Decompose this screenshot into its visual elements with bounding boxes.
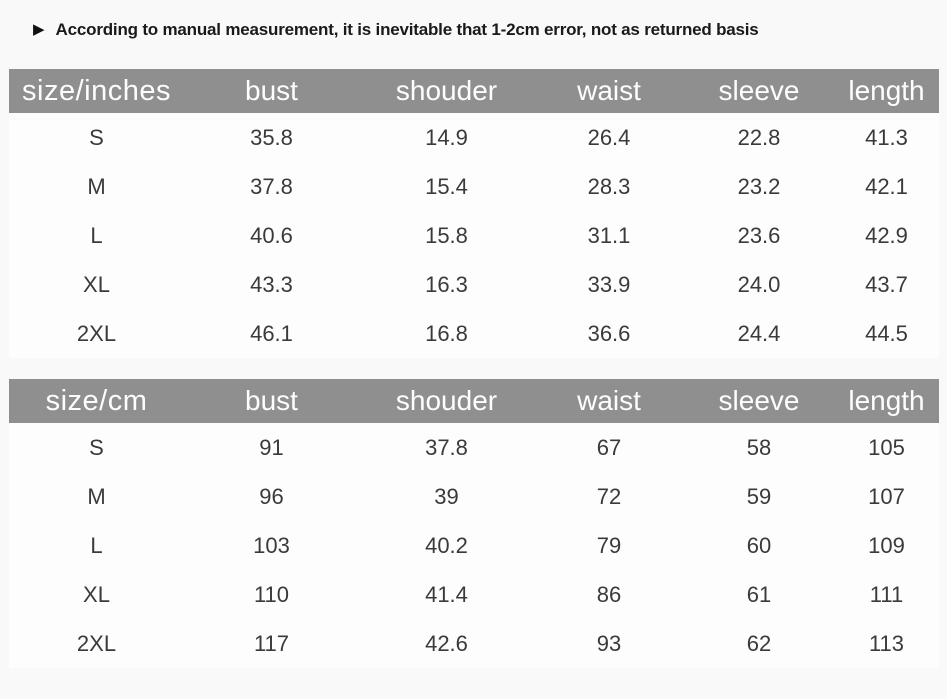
value-cell: 111: [869, 581, 904, 607]
value-cell: 28.3: [587, 173, 631, 199]
table-row: L 40.6 15.8 31.1 23.6 42.9: [9, 211, 939, 260]
value-cell: 41.3: [865, 124, 908, 150]
table-row: 2XL 117 42.6 93 62 113: [9, 619, 939, 668]
value-cell: 23.2: [737, 173, 781, 199]
size-cell: 2XL: [76, 630, 117, 656]
value-cell: 37.8: [250, 173, 293, 199]
value-cell: 42.9: [865, 222, 908, 248]
value-cell: 86: [596, 581, 622, 607]
value-cell: 103: [253, 532, 290, 558]
table-row: M 96 39 72 59 107: [9, 472, 939, 521]
value-cell: 62: [746, 630, 772, 656]
size-cell: M: [87, 173, 106, 199]
value-cell: 36.6: [587, 320, 631, 346]
value-cell: 14.9: [425, 124, 468, 150]
value-cell: 23.6: [737, 222, 781, 248]
column-header-cell: shouder: [395, 385, 498, 416]
table-header-row: size/inches bust shouder waist sleeve length: [9, 69, 939, 113]
column-header-cell: length: [848, 385, 925, 416]
notice-text: According to manual measurement, it is i…: [55, 20, 759, 39]
measurement-notice: ▶ According to manual measurement, it is…: [0, 0, 947, 41]
value-cell: 26.4: [587, 124, 631, 150]
value-cell: 42.6: [425, 630, 468, 656]
column-header-cell: length: [848, 75, 925, 106]
value-cell: 22.8: [737, 124, 781, 150]
value-cell: 79: [596, 532, 622, 558]
size-cell: L: [90, 532, 103, 558]
value-cell: 37.8: [425, 434, 468, 460]
value-cell: 24.0: [737, 271, 781, 297]
value-cell: 42.1: [865, 173, 908, 199]
column-header-cell: waist: [577, 75, 641, 106]
value-cell: 16.3: [425, 271, 468, 297]
column-header-cell: waist: [577, 385, 641, 416]
value-cell: 91: [259, 434, 284, 460]
unit-header-cell: size/inches: [22, 74, 171, 107]
table-row: XL 43.3 16.3 33.9 24.0 43.7: [9, 260, 939, 309]
value-cell: 43.3: [250, 271, 293, 297]
column-header-cell: sleeve: [718, 385, 800, 416]
table-row: L 103 40.2 79 60 109: [9, 521, 939, 570]
value-cell: 107: [868, 483, 905, 509]
size-cell: L: [90, 222, 103, 248]
table-row: 2XL 46.1 16.8 36.6 24.4 44.5: [9, 309, 939, 358]
value-cell: 58: [746, 434, 772, 460]
value-cell: 46.1: [250, 320, 293, 346]
value-cell: 16.8: [425, 320, 468, 346]
value-cell: 40.2: [425, 532, 468, 558]
play-arrow-icon: ▶: [33, 21, 45, 38]
value-cell: 113: [868, 630, 905, 656]
value-cell: 15.8: [425, 222, 468, 248]
size-table-inches: size/inches bust shouder waist sleeve length S…: [9, 69, 939, 358]
value-cell: 110: [253, 581, 290, 607]
table-row: S 35.8 14.9 26.4 22.8 41.3: [9, 113, 939, 162]
value-cell: 93: [596, 630, 622, 656]
table-header-row: size/cm bust shouder waist sleeve length: [9, 379, 939, 423]
value-cell: 105: [868, 434, 905, 460]
value-cell: 24.4: [737, 320, 781, 346]
value-cell: 33.9: [587, 271, 631, 297]
value-cell: 35.8: [250, 124, 293, 150]
size-table-cm: size/cm bust shouder waist sleeve length S 91 37…: [9, 379, 939, 668]
value-cell: 67: [596, 434, 622, 460]
value-cell: 40.6: [250, 222, 293, 248]
value-cell: 31.1: [587, 222, 631, 248]
column-header-cell: bust: [245, 385, 298, 416]
value-cell: 117: [253, 630, 290, 656]
size-cell: M: [87, 483, 106, 509]
column-header-cell: bust: [245, 75, 298, 106]
size-cell: S: [89, 124, 104, 150]
table-body: S 91 37.8 67 58 105 M 96 39 72 59 107 L 103 40.2 79 60 10…: [9, 423, 939, 668]
value-cell: 109: [868, 532, 905, 558]
table-row: XL 110 41.4 86 61 111: [9, 570, 939, 619]
value-cell: 96: [259, 483, 284, 509]
value-cell: 39: [434, 483, 459, 509]
value-cell: 43.7: [865, 271, 908, 297]
size-cell: 2XL: [76, 320, 117, 346]
value-cell: 15.4: [425, 173, 468, 199]
column-header-cell: shouder: [395, 75, 498, 106]
value-cell: 61: [746, 581, 772, 607]
table-body: S 35.8 14.9 26.4 22.8 41.3 M 37.8 15.4 28.3 23.2 42…: [9, 113, 939, 358]
value-cell: 72: [596, 483, 622, 509]
table-row: S 91 37.8 67 58 105: [9, 423, 939, 472]
value-cell: 44.5: [865, 320, 908, 346]
size-cell: XL: [83, 581, 110, 607]
size-cell: XL: [83, 271, 110, 297]
value-cell: 41.4: [425, 581, 468, 607]
value-cell: 59: [746, 483, 772, 509]
unit-header-cell: size/cm: [45, 384, 148, 417]
size-cell: S: [89, 434, 104, 460]
value-cell: 60: [746, 532, 772, 558]
column-header-cell: sleeve: [718, 75, 800, 106]
table-row: M 37.8 15.4 28.3 23.2 42.1: [9, 162, 939, 211]
